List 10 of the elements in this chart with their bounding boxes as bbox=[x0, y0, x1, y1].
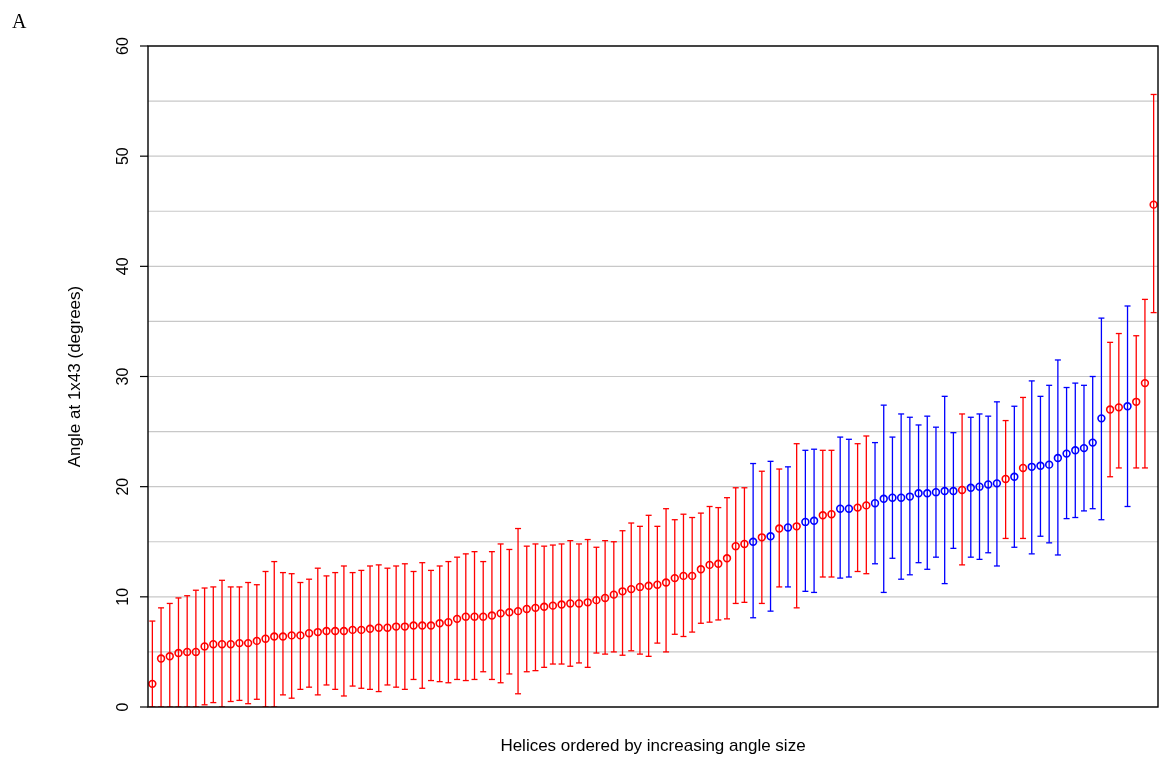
text: A bbox=[12, 10, 27, 32]
x-axis-title: Helices ordered by increasing angle size bbox=[500, 736, 806, 755]
y-tick-label: 30 bbox=[114, 367, 131, 386]
y-axis-title: Angle at 1x43 (degrees) bbox=[65, 285, 84, 468]
y-tick-label: 20 bbox=[114, 477, 131, 496]
y-tick-label: 10 bbox=[114, 587, 131, 606]
y-tick-label: 0 bbox=[114, 702, 131, 712]
y-tick-label: 40 bbox=[114, 257, 131, 276]
y-tick-label: 50 bbox=[114, 147, 131, 166]
y-tick-label: 60 bbox=[114, 37, 131, 55]
